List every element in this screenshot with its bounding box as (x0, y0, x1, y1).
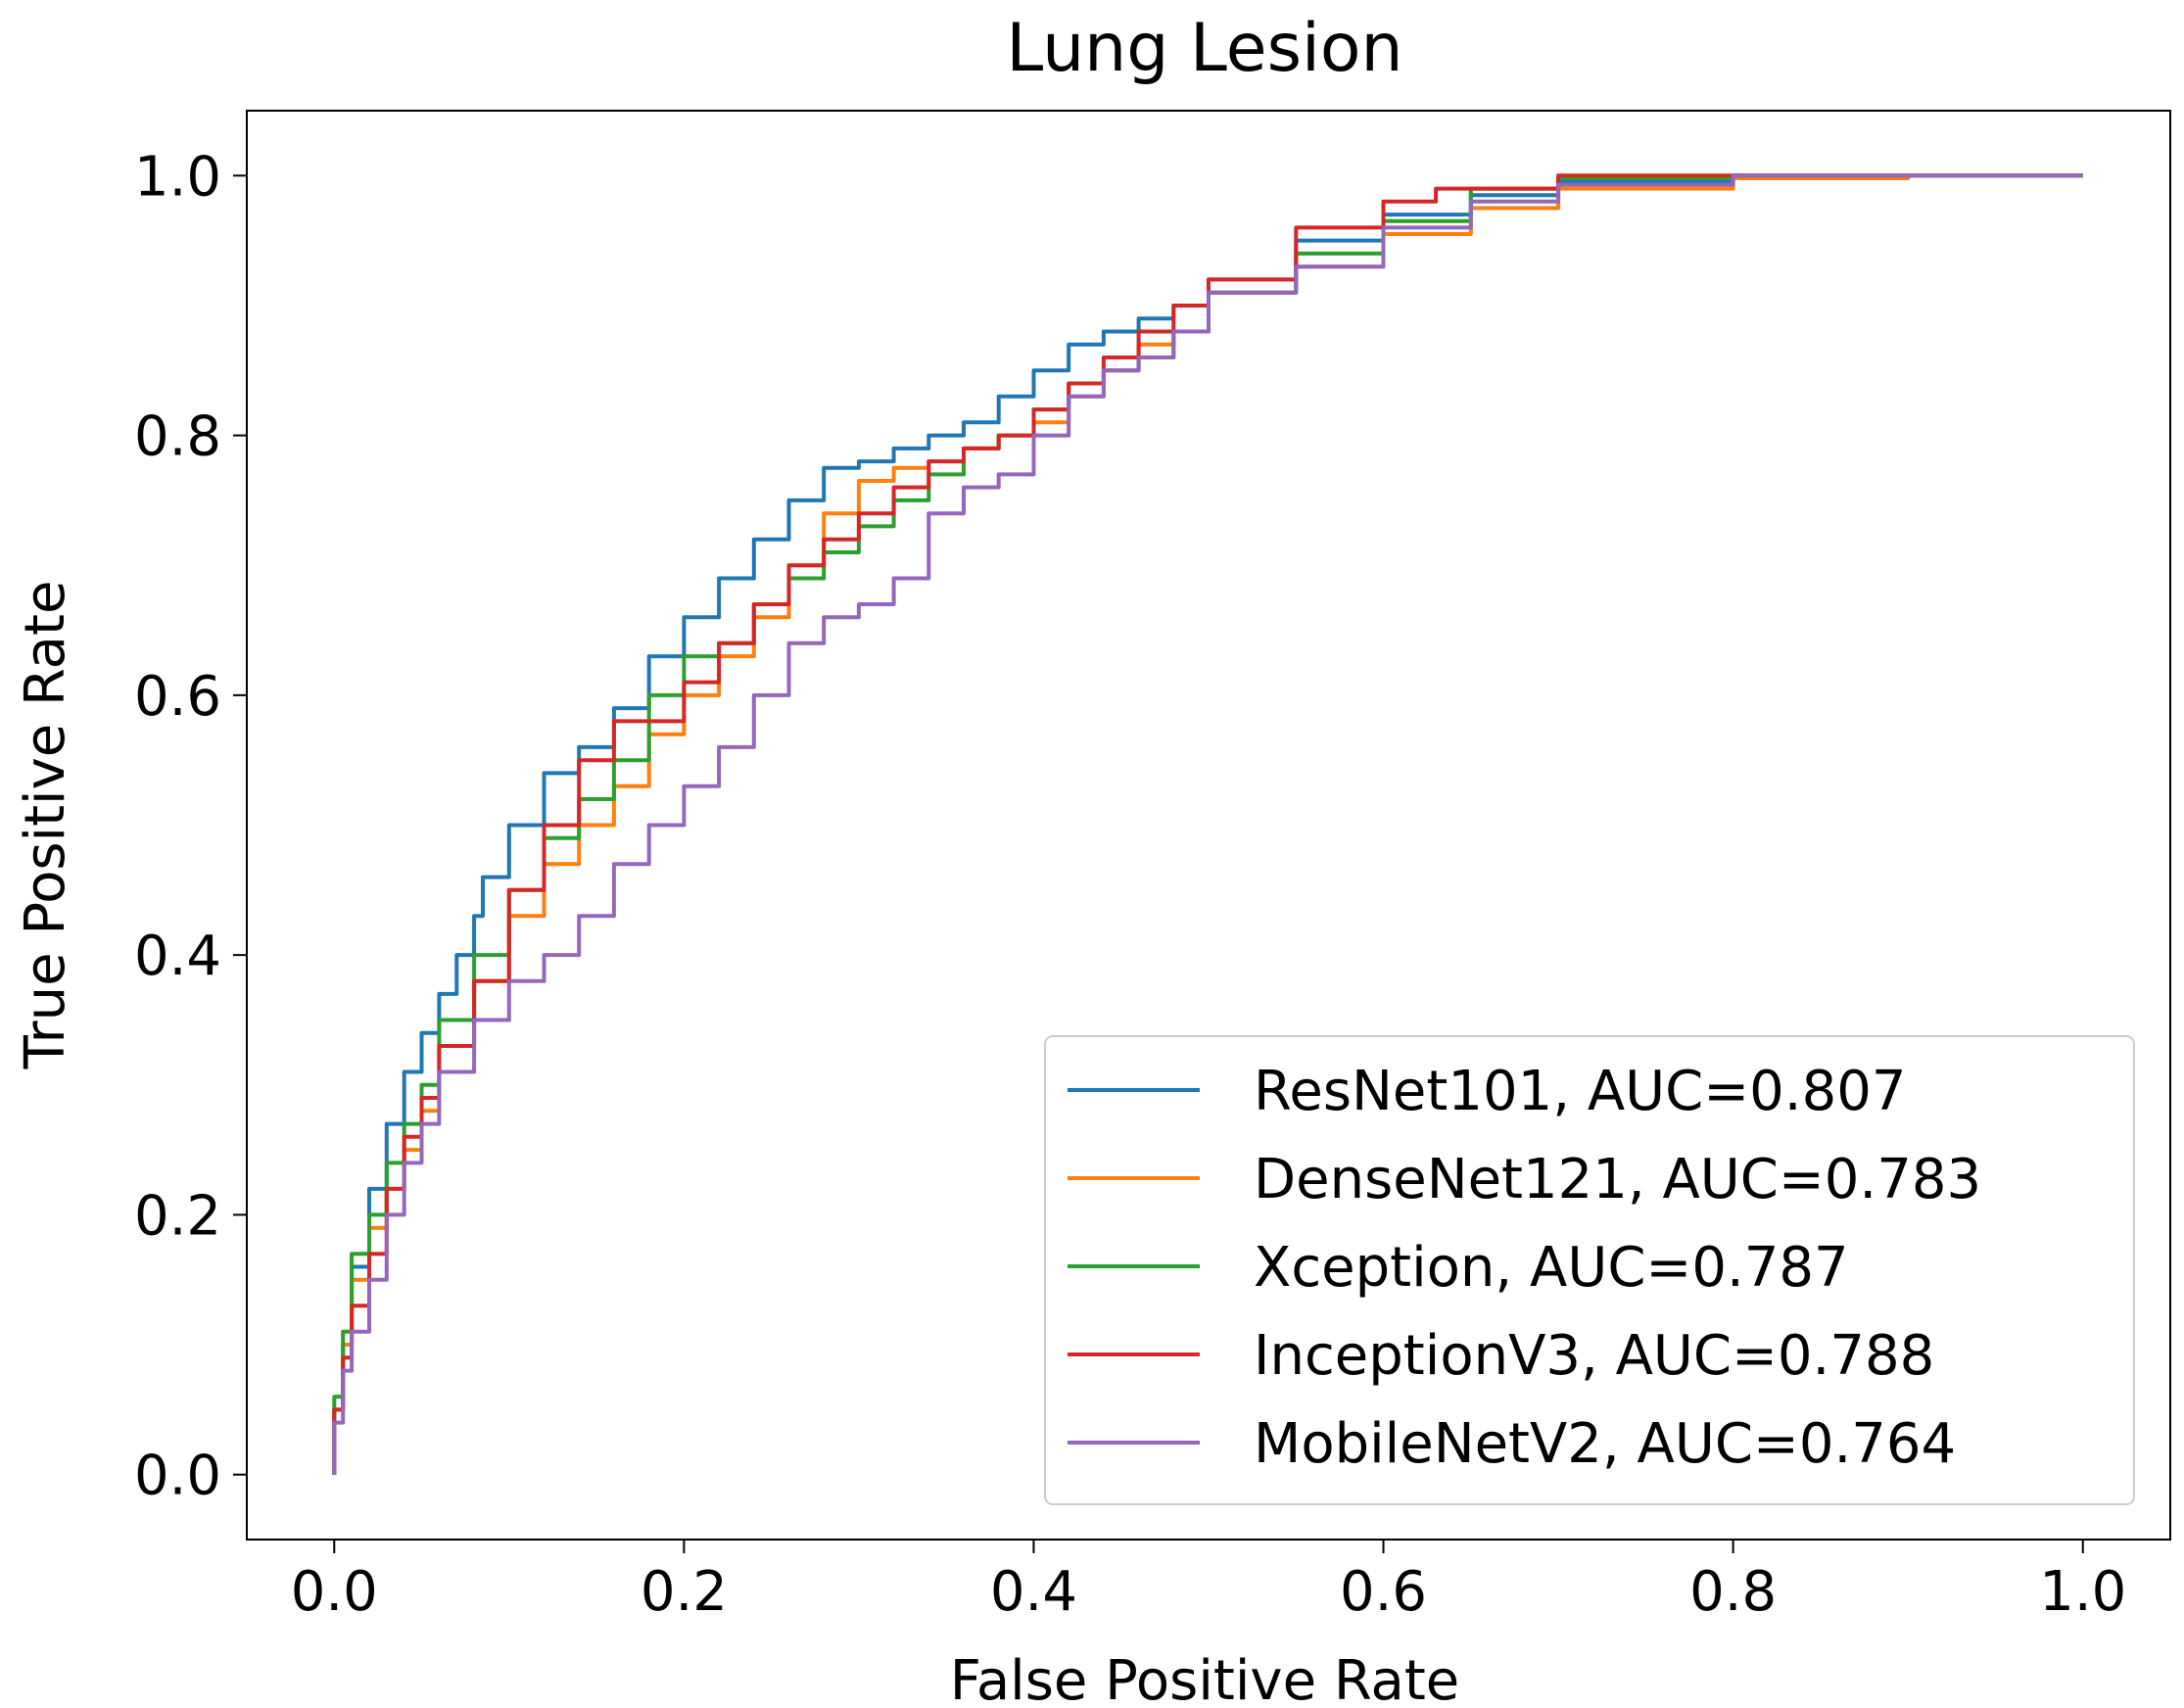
x-tick-label: 1.0 (2039, 1560, 2126, 1624)
legend-label-3: Xception, AUC=0.787 (1254, 1236, 1849, 1300)
x-axis-label: False Positive Rate (950, 1649, 1459, 1708)
legend-label-1: ResNet101, AUC=0.807 (1254, 1060, 1906, 1123)
x-tick-label: 0.4 (990, 1560, 1077, 1624)
legend-entries: ResNet101, AUC=0.807 DenseNet121, AUC=0.7… (1068, 1060, 1981, 1476)
y-tick-label: 0.8 (134, 405, 221, 469)
x-tick-label: 0.6 (1340, 1560, 1427, 1624)
y-tick-label: 0.6 (134, 665, 221, 729)
x-tick-label: 0.0 (291, 1560, 378, 1624)
legend: ResNet101, AUC=0.807 DenseNet121, AUC=0.7… (1044, 1035, 2135, 1505)
series-line-5 (332, 173, 2083, 1475)
chart-title: Lung Lesion (1006, 10, 1402, 87)
y-tick-label: 0.2 (134, 1184, 221, 1248)
y-tick-label: 1.0 (134, 145, 221, 209)
y-axis: 0.0 0.2 0.4 0.6 0.8 1.0 (134, 145, 247, 1508)
x-axis: 0.0 0.2 0.4 0.6 0.8 1.0 (291, 1540, 2126, 1624)
x-tick-label: 0.2 (641, 1560, 728, 1624)
x-tick-label: 0.8 (1689, 1560, 1777, 1624)
legend-label-4: InceptionV3, AUC=0.788 (1254, 1324, 1934, 1388)
y-tick-label: 0.4 (134, 925, 221, 988)
y-axis-label: True Positive Rate (14, 581, 77, 1070)
legend-label-5: MobileNetV2, AUC=0.764 (1254, 1412, 1956, 1476)
legend-label-2: DenseNet121, AUC=0.783 (1254, 1148, 1981, 1211)
legend-box (1044, 1035, 2135, 1505)
y-tick-label: 0.0 (134, 1445, 221, 1508)
series-layer (332, 173, 2083, 1475)
plot-frame (246, 110, 2171, 1541)
